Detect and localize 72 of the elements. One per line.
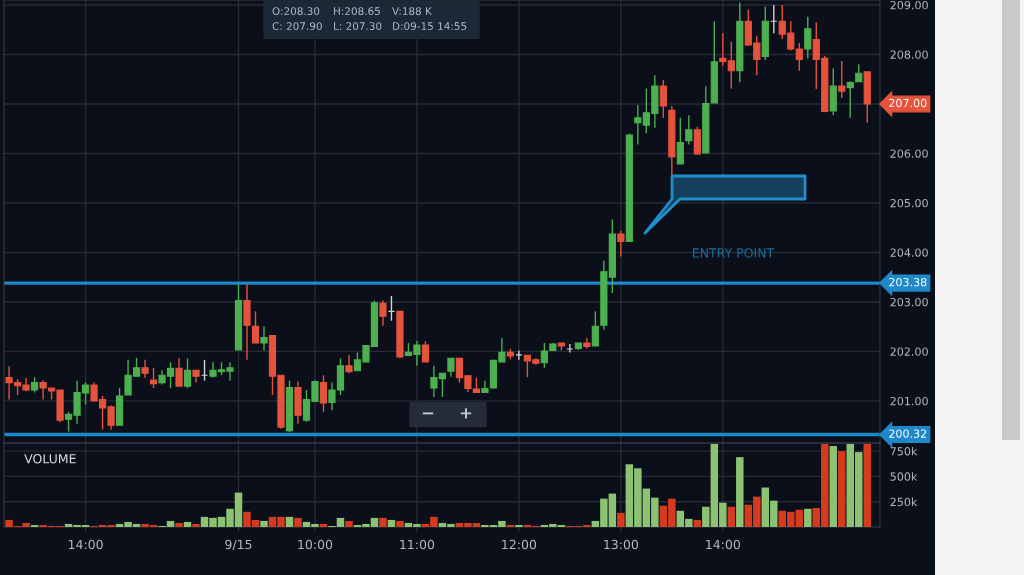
text: VOLUME [24,453,76,464]
candlestick [183,357,192,389]
bar [192,523,200,527]
candlestick [345,354,353,374]
candlestick [260,325,268,352]
bar [617,512,625,527]
y-tick-label: 206.00 [890,149,928,158]
bar [863,444,871,527]
annotation: O:208.30 [272,7,320,16]
candlestick [676,117,684,165]
bar [294,517,302,527]
candlestick [685,114,693,146]
candlestick [149,367,158,389]
y-tick-label: 750k [890,446,918,456]
annotation: + [460,408,472,419]
y-tick-label: 201.00 [890,396,928,406]
annotation: H:208.65 [334,7,380,16]
candlestick [379,299,387,327]
bar [175,522,183,527]
annotation: L: 207.30 [334,22,382,31]
text: 207.00 [889,98,927,108]
annotation: V:188 K [392,7,433,16]
bar [319,523,328,527]
candlestick [319,374,328,413]
candlestick [659,79,667,119]
y-tick-label: 205.00 [890,198,928,208]
x-tick-label: 11:00 [400,539,435,550]
y-tick-label: 202.00 [890,347,928,356]
y-tick-label: 204.00 [890,248,928,257]
annotation: ENTRY POINT [693,248,775,258]
candlestick [838,60,846,99]
bar [387,519,396,527]
bar [727,506,736,527]
bar [693,519,702,527]
candlestick [617,229,625,258]
bar [260,520,268,527]
bar [30,524,39,527]
bar [379,517,387,527]
y-tick-label: 209.00 [890,0,928,10]
bar [804,508,812,527]
candlestick [421,340,430,363]
ref-line-label: 200.32 [889,429,927,438]
bar [829,446,838,527]
annotation: − [422,412,434,415]
y-tick-label: 208.00 [890,50,928,59]
candlestick [175,357,183,387]
candlestick [795,42,803,72]
bar [183,521,192,527]
ref-line-label: 203.38 [889,277,927,287]
y-tick-label: 250k [890,497,918,507]
candlestick [804,16,812,60]
bar [285,516,294,527]
annotation: C: 207.90 [272,22,322,31]
x-tick-label: 14:00 [68,539,103,550]
annotation: D:09-15 14:55 [393,22,467,31]
bar [345,520,353,527]
bar [736,457,744,527]
x-tick-label: 10:00 [298,539,333,550]
bar [506,524,515,527]
candlestick [846,80,854,119]
x-tick-label: 13:00 [604,539,639,550]
bar [515,524,523,527]
candlestick [447,357,455,378]
candlestick [251,310,260,344]
x-tick-label: 14:00 [706,539,740,550]
x-tick-label: 9/15 [225,539,252,551]
x-tick-label: 12:00 [502,539,537,550]
y-tick-label: 203.00 [890,297,928,307]
y-tick-label: 500k [890,472,918,481]
bar [838,451,846,527]
candlestick [591,310,599,347]
bar [396,520,404,527]
